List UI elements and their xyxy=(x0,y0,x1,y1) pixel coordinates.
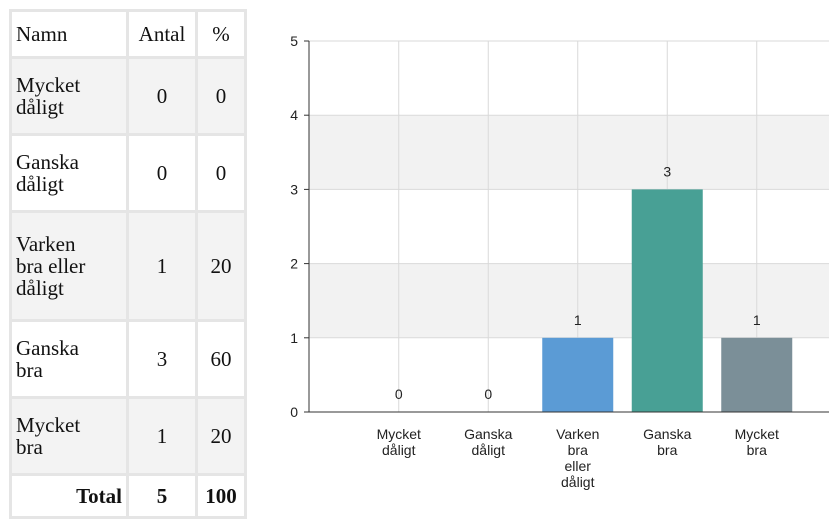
table-row: Ganska dåligt 0 0 xyxy=(12,136,244,210)
chart-labels: 0 1 2 3 4 5 0 0 1 3 1 Mycket dåligt Ganska dåligt Varke… xyxy=(290,33,779,490)
chart-bands xyxy=(309,115,829,338)
row-name-line: dåligt xyxy=(16,276,64,300)
bar xyxy=(721,337,793,412)
row-name-line: Mycket xyxy=(16,73,81,97)
column-header-percent: % xyxy=(198,12,244,56)
row-name-line: bra xyxy=(16,435,43,459)
bar-value-label: 0 xyxy=(484,386,492,402)
bar-value-label: 1 xyxy=(753,312,761,328)
x-tick-label: Varken bra eller dåligt xyxy=(556,426,599,490)
chart-band xyxy=(309,263,829,338)
row-percent: 0 xyxy=(198,59,244,133)
y-tick-label: 3 xyxy=(290,181,298,197)
chart-axes xyxy=(304,40,829,413)
row-count: 1 xyxy=(129,213,195,319)
y-tick-label: 4 xyxy=(290,107,298,123)
row-percent: 20 xyxy=(198,399,244,473)
y-tick-label: 0 xyxy=(290,404,298,420)
row-name: Mycket bra xyxy=(12,399,126,473)
row-name: Varken bra eller dåligt xyxy=(12,213,126,319)
row-count: 3 xyxy=(129,322,195,396)
x-tick-label: Mycket bra xyxy=(735,426,779,458)
row-percent: 20 xyxy=(198,213,244,319)
y-tick-label: 2 xyxy=(290,256,298,272)
row-name-line: Varken xyxy=(16,232,76,256)
x-tick-label: Mycket dåligt xyxy=(377,426,421,458)
chart-bars xyxy=(542,189,793,412)
total-count: 5 xyxy=(129,476,195,516)
row-count: 1 xyxy=(129,399,195,473)
row-name: Mycket dåligt xyxy=(12,59,126,133)
row-name-line: dåligt xyxy=(16,172,64,196)
bar xyxy=(631,189,703,412)
total-percent: 100 xyxy=(198,476,244,516)
table-header-row: Namn Antal % xyxy=(12,12,244,56)
row-percent: 0 xyxy=(198,136,244,210)
table-total-row: Total 5 100 xyxy=(12,476,244,516)
bar-chart: 0 1 2 3 4 5 0 0 1 3 1 Mycket dåligt Ganska dåligt Varke… xyxy=(290,33,829,490)
bar-value-label: 3 xyxy=(663,163,671,179)
row-name-line: dåligt xyxy=(16,95,64,119)
row-count: 0 xyxy=(129,136,195,210)
chart-band xyxy=(309,115,829,190)
table-row: Mycket dåligt 0 0 xyxy=(12,59,244,133)
bar-value-label: 1 xyxy=(574,312,582,328)
row-name: Ganska bra xyxy=(12,322,126,396)
bar xyxy=(542,337,614,412)
row-percent: 60 xyxy=(198,322,244,396)
row-name-line: bra eller xyxy=(16,254,86,278)
table-row: Varken bra eller dåligt 1 20 xyxy=(12,213,244,319)
bar-value-label: 0 xyxy=(395,386,403,402)
table-row: Ganska bra 3 60 xyxy=(12,322,244,396)
column-header-count: Antal xyxy=(129,12,195,56)
column-header-name: Namn xyxy=(12,12,126,56)
row-count: 0 xyxy=(129,59,195,133)
row-name-line: Mycket xyxy=(16,413,81,437)
y-tick-label: 5 xyxy=(290,33,298,49)
row-name-line: Ganska xyxy=(16,336,79,360)
x-tick-label: Ganska dåligt xyxy=(464,426,512,458)
x-tick-label: Ganska bra xyxy=(643,426,691,458)
table-row: Mycket bra 1 20 xyxy=(12,399,244,473)
row-name: Ganska dåligt xyxy=(12,136,126,210)
y-tick-label: 1 xyxy=(290,330,298,346)
row-name-line: bra xyxy=(16,358,43,382)
total-label: Total xyxy=(12,476,126,516)
row-name-line: Ganska xyxy=(16,150,79,174)
results-table: Namn Antal % Mycket dåligt 0 0 Ganska dåligt 0… xyxy=(9,9,247,519)
